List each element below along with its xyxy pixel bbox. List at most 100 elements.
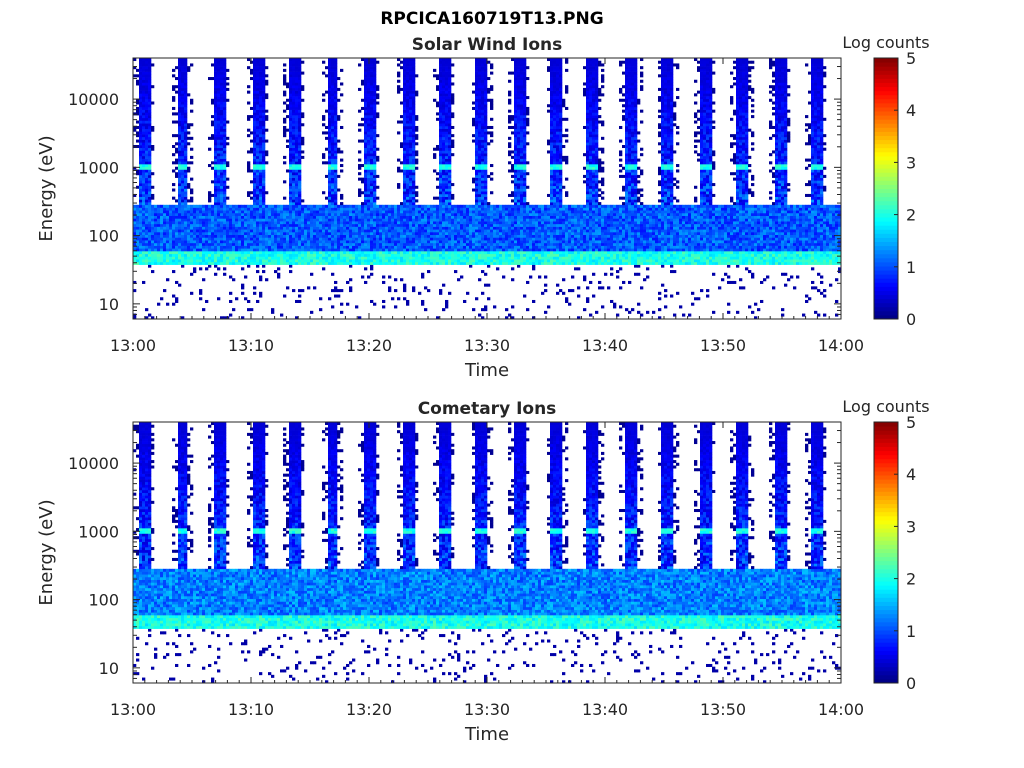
heatmap-cell bbox=[181, 178, 184, 181]
heatmap-cell bbox=[250, 308, 253, 311]
heatmap-cell bbox=[193, 246, 196, 249]
heatmap-cell bbox=[142, 99, 145, 102]
heatmap-cell bbox=[172, 218, 175, 221]
heatmap-cell bbox=[172, 208, 175, 211]
heatmap-cell bbox=[184, 235, 187, 238]
heatmap-cell bbox=[181, 186, 184, 189]
heatmap-cell bbox=[142, 183, 145, 186]
heatmap-cell bbox=[148, 262, 151, 265]
heatmap-cell bbox=[232, 210, 235, 213]
heatmap-cell bbox=[178, 213, 181, 216]
heatmap-cell bbox=[148, 183, 151, 186]
heatmap-cell bbox=[226, 88, 229, 91]
heatmap-cell bbox=[148, 137, 151, 140]
heatmap-cell bbox=[238, 229, 241, 232]
heatmap-cell bbox=[202, 251, 205, 254]
heatmap-cell bbox=[190, 102, 193, 105]
heatmap-cell bbox=[145, 199, 148, 202]
heatmap-cell bbox=[214, 164, 217, 167]
heatmap-cell bbox=[217, 88, 220, 91]
heatmap-cell bbox=[136, 169, 139, 172]
heatmap-cell bbox=[175, 208, 178, 211]
heatmap-cell bbox=[232, 256, 235, 259]
heatmap-cell bbox=[181, 183, 184, 186]
heatmap-cell bbox=[220, 208, 223, 211]
heatmap-cell bbox=[196, 210, 199, 213]
heatmap-cell bbox=[148, 131, 151, 134]
heatmap-cell bbox=[241, 237, 244, 240]
heatmap-cell bbox=[163, 246, 166, 249]
heatmap-cell bbox=[196, 224, 199, 227]
heatmap-cell bbox=[139, 88, 142, 91]
heatmap-cell bbox=[184, 137, 187, 140]
heatmap-cell bbox=[184, 237, 187, 240]
heatmap-cell bbox=[241, 235, 244, 238]
heatmap-cell bbox=[184, 229, 187, 232]
heatmap-cell bbox=[154, 227, 157, 230]
heatmap-cell bbox=[139, 256, 142, 259]
heatmap-cell bbox=[181, 216, 184, 219]
heatmap-cell bbox=[208, 199, 211, 202]
heatmap-cell bbox=[214, 251, 217, 254]
heatmap-cell bbox=[142, 164, 145, 167]
heatmap-cell bbox=[145, 121, 148, 124]
heatmap-cell bbox=[142, 218, 145, 221]
heatmap-cell bbox=[151, 216, 154, 219]
heatmap-cell bbox=[145, 82, 148, 85]
heatmap-cell bbox=[223, 159, 226, 162]
heatmap-cell bbox=[181, 140, 184, 143]
heatmap-cell bbox=[202, 235, 205, 238]
heatmap-cell bbox=[184, 140, 187, 143]
heatmap-cell bbox=[250, 221, 253, 224]
heatmap-cell bbox=[220, 191, 223, 194]
heatmap-cell bbox=[160, 205, 163, 208]
heatmap-cell bbox=[235, 210, 238, 213]
heatmap-cell bbox=[193, 232, 196, 235]
heatmap-cell bbox=[151, 145, 154, 148]
heatmap-cell bbox=[178, 72, 181, 75]
heatmap-cell bbox=[205, 254, 208, 257]
heatmap-cell bbox=[148, 240, 151, 243]
heatmap-cell bbox=[181, 129, 184, 132]
heatmap-cell bbox=[211, 216, 214, 219]
heatmap-cell bbox=[151, 229, 154, 232]
heatmap-cell bbox=[250, 235, 253, 238]
heatmap-cell bbox=[208, 208, 211, 211]
heatmap-cell bbox=[217, 256, 220, 259]
heatmap-cell bbox=[220, 189, 223, 192]
heatmap-cell bbox=[193, 224, 196, 227]
heatmap-cell bbox=[184, 115, 187, 118]
heatmap-cell bbox=[145, 243, 148, 246]
heatmap-cell bbox=[214, 137, 217, 140]
heatmap-cell bbox=[136, 216, 139, 219]
heatmap-cell bbox=[160, 237, 163, 240]
heatmap-cell bbox=[160, 210, 163, 213]
heatmap-cell bbox=[220, 197, 223, 200]
heatmap-cell bbox=[163, 235, 166, 238]
heatmap-cell bbox=[187, 131, 190, 134]
heatmap-cell bbox=[169, 227, 172, 230]
heatmap-cell bbox=[190, 110, 193, 113]
heatmap-cell bbox=[184, 63, 187, 66]
heatmap-cell bbox=[172, 224, 175, 227]
heatmap-cell bbox=[184, 256, 187, 259]
heatmap-cell bbox=[178, 229, 181, 232]
heatmap-cell bbox=[163, 227, 166, 230]
heatmap-cell bbox=[145, 205, 148, 208]
heatmap-cell bbox=[214, 148, 217, 151]
heatmap-cell bbox=[205, 259, 208, 262]
heatmap-cell bbox=[196, 229, 199, 232]
heatmap-cell bbox=[160, 227, 163, 230]
heatmap-cell bbox=[145, 213, 148, 216]
heatmap-cell bbox=[235, 218, 238, 221]
heatmap-cell bbox=[145, 161, 148, 164]
heatmap-cell bbox=[193, 256, 196, 259]
heatmap-cell bbox=[172, 161, 175, 164]
heatmap-cell bbox=[217, 251, 220, 254]
heatmap-cell bbox=[247, 102, 250, 105]
heatmap-cell bbox=[142, 131, 145, 134]
heatmap-cell bbox=[241, 218, 244, 221]
heatmap-cell bbox=[202, 278, 205, 281]
heatmap-cell bbox=[250, 224, 253, 227]
heatmap-cell bbox=[142, 229, 145, 232]
